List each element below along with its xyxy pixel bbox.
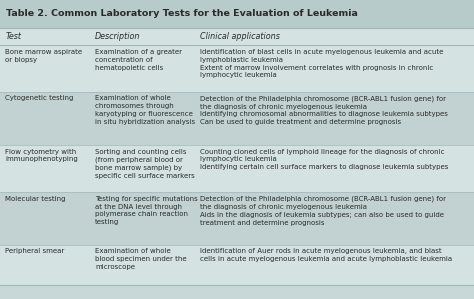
- Text: Testing for specific mutations
at the DNA level through
polymerase chain reactio: Testing for specific mutations at the DN…: [95, 196, 198, 225]
- Bar: [0, 92, 474, 145]
- Bar: [0, 192, 474, 245]
- Text: Flow cytometry with
immunophenotyping: Flow cytometry with immunophenotyping: [5, 149, 78, 162]
- Text: Table 2. Common Laboratory Tests for the Evaluation of Leukemia: Table 2. Common Laboratory Tests for the…: [6, 9, 357, 18]
- Text: Examination of whole
blood specimen under the
microscope: Examination of whole blood specimen unde…: [95, 248, 187, 270]
- Bar: [0, 145, 474, 192]
- Text: Description: Description: [95, 32, 141, 41]
- Bar: [0, 45, 474, 92]
- Text: Molecular testing: Molecular testing: [5, 196, 66, 202]
- Text: Test: Test: [5, 32, 21, 41]
- Text: Identification of blast cells in acute myelogenous leukemia and acute
lymphoblas: Identification of blast cells in acute m…: [200, 49, 443, 78]
- Text: Cytogenetic testing: Cytogenetic testing: [5, 95, 73, 101]
- Text: Sorting and counting cells
(from peripheral blood or
bone marrow sample) by
spec: Sorting and counting cells (from periphe…: [95, 149, 195, 179]
- Text: Identification of Auer rods in acute myelogenous leukemia, and blast
cells in ac: Identification of Auer rods in acute mye…: [200, 248, 452, 262]
- Bar: [0, 245, 474, 285]
- Bar: [0, 0, 474, 28]
- Text: Detection of the Philadelphia chromosome (BCR-ABL1 fusion gene) for
the diagnosi: Detection of the Philadelphia chromosome…: [200, 196, 446, 225]
- Text: Clinical applications: Clinical applications: [200, 32, 280, 41]
- Text: Examination of a greater
concentration of
hematopoietic cells: Examination of a greater concentration o…: [95, 49, 182, 71]
- Text: Bone marrow aspirate
or biopsy: Bone marrow aspirate or biopsy: [5, 49, 82, 63]
- Bar: [0, 28, 474, 45]
- Text: Detection of the Philadelphia chromosome (BCR-ABL1 fusion gene) for
the diagnosi: Detection of the Philadelphia chromosome…: [200, 95, 447, 125]
- Text: Counting cloned cells of lymphoid lineage for the diagnosis of chronic
lymphocyt: Counting cloned cells of lymphoid lineag…: [200, 149, 448, 170]
- Text: Peripheral smear: Peripheral smear: [5, 248, 64, 254]
- Text: Examination of whole
chromosomes through
karyotyping or fluorescence
in situ hyb: Examination of whole chromosomes through…: [95, 95, 195, 125]
